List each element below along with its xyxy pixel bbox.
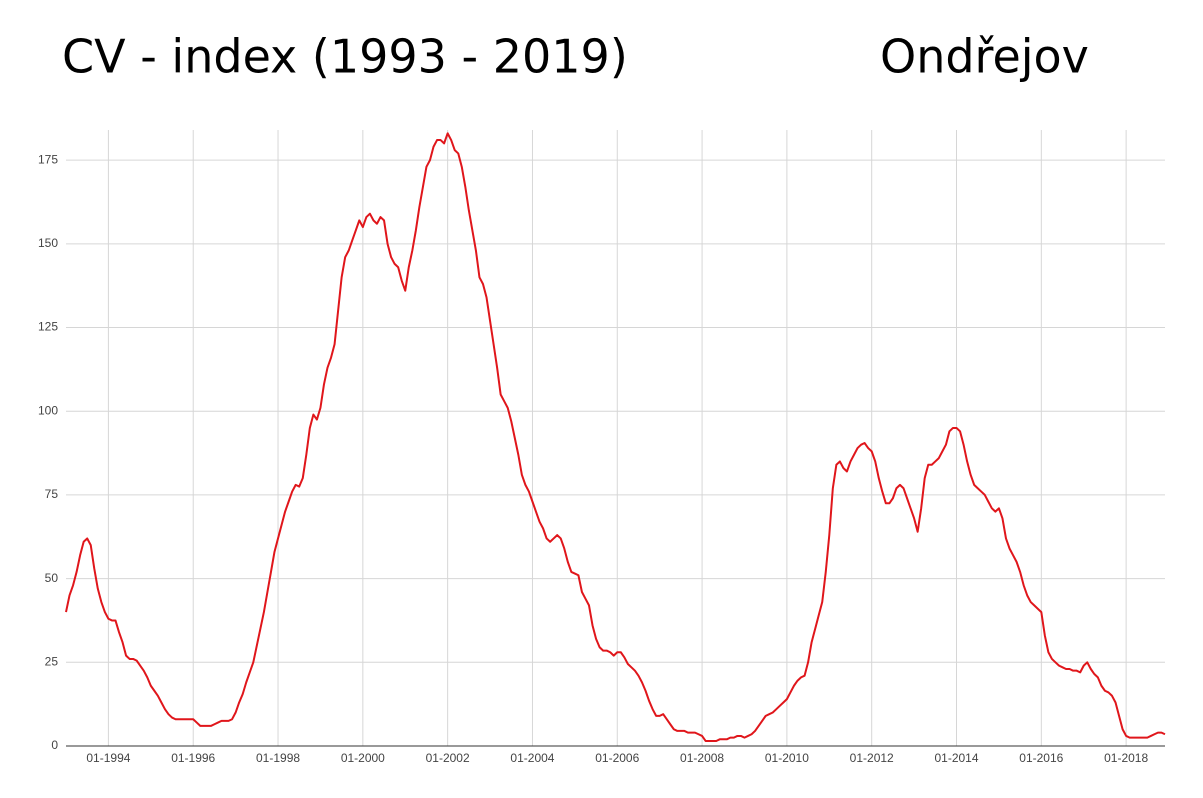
x-tick-label: 01-2008 bbox=[680, 751, 724, 765]
x-tick-label: 01-1998 bbox=[256, 751, 300, 765]
y-tick-label: 25 bbox=[45, 654, 59, 668]
y-tick-label: 100 bbox=[38, 403, 58, 417]
x-tick-label: 01-1994 bbox=[86, 751, 130, 765]
y-tick-label: 175 bbox=[38, 152, 58, 166]
x-tick-label: 01-2014 bbox=[934, 751, 978, 765]
chart-title: CV - index (1993 - 2019) bbox=[62, 30, 628, 84]
chart-subtitle: Ondřejov bbox=[880, 30, 1089, 84]
x-tick-label: 01-2010 bbox=[765, 751, 809, 765]
x-tick-label: 01-2004 bbox=[510, 751, 554, 765]
x-tick-label: 01-2006 bbox=[595, 751, 639, 765]
x-tick-label: 01-2012 bbox=[850, 751, 894, 765]
y-tick-label: 50 bbox=[45, 571, 59, 585]
data-line bbox=[65, 132, 1166, 742]
y-tick-label: 75 bbox=[45, 487, 59, 501]
x-tick-label: 01-2000 bbox=[341, 751, 385, 765]
x-tick-label: 01-1996 bbox=[171, 751, 215, 765]
x-tick-label: 01-2002 bbox=[426, 751, 470, 765]
y-tick-label: 0 bbox=[51, 738, 58, 752]
y-tick-label: 150 bbox=[38, 236, 58, 250]
x-tick-label: 01-2018 bbox=[1104, 751, 1148, 765]
y-tick-label: 125 bbox=[38, 320, 58, 334]
x-tick-label: 01-2016 bbox=[1019, 751, 1063, 765]
